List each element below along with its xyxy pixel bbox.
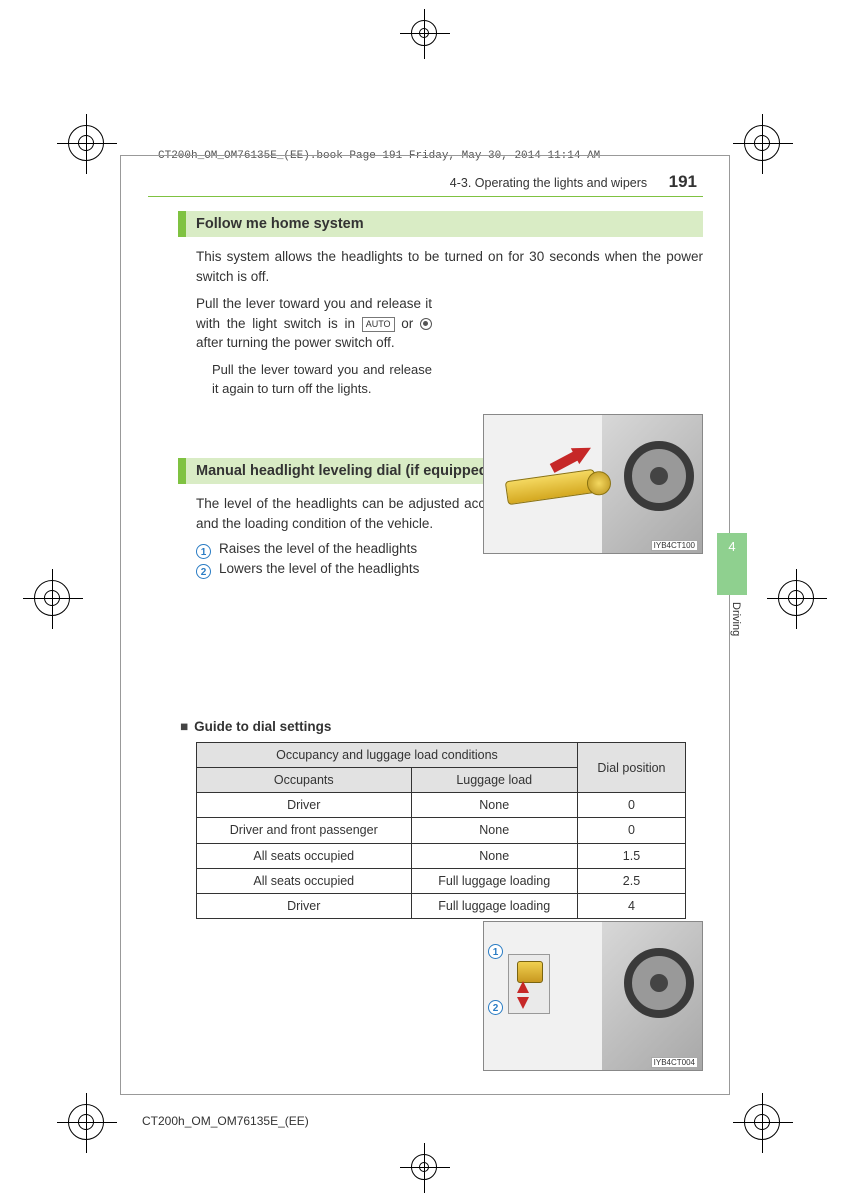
- crop-mark: [411, 1154, 437, 1180]
- table-row: Driver None 0: [197, 793, 686, 818]
- table-row: All seats occupied None 1.5: [197, 843, 686, 868]
- table-header: Occupants: [197, 768, 412, 793]
- callout-1-icon: 1: [196, 544, 211, 559]
- chapter-tab-label: Driving: [730, 602, 742, 636]
- crop-mark: [744, 1104, 780, 1140]
- crop-mark: [411, 20, 437, 46]
- table-header: Dial position: [577, 743, 685, 793]
- list-item: 1Raises the level of the headlights: [196, 541, 703, 559]
- breadcrumb: 4-3. Operating the lights and wipers 191: [148, 172, 703, 192]
- table-header: Occupancy and luggage load conditions: [197, 743, 578, 768]
- crop-mark: [34, 580, 70, 616]
- arrow-down-icon: [517, 997, 529, 1009]
- table-row: All seats occupied Full luggage loading …: [197, 868, 686, 893]
- list-item: 2Lowers the level of the headlights: [196, 561, 703, 579]
- steering-wheel-graphic: [624, 948, 694, 1018]
- crop-mark: [68, 1104, 104, 1140]
- sub-heading: ■Guide to dial settings: [180, 719, 703, 734]
- illustration-code: IYB4CT004: [651, 1057, 698, 1068]
- illustration-lever: IYB4CT100: [483, 414, 703, 554]
- page-number: 191: [669, 172, 697, 191]
- crop-mark: [744, 125, 780, 161]
- page-content: 4-3. Operating the lights and wipers 191…: [148, 190, 703, 919]
- crop-mark: [68, 125, 104, 161]
- illustration-dial: 1 2 IYB4CT004: [483, 921, 703, 1071]
- auto-icon: AUTO: [362, 317, 395, 332]
- chapter-tab: 4: [717, 533, 747, 595]
- section-path: 4-3. Operating the lights and wipers: [450, 176, 647, 190]
- dial-callout-graphic: [508, 954, 550, 1014]
- headlight-icon: [420, 318, 432, 330]
- arrow-up-icon: [517, 981, 529, 993]
- crop-mark: [778, 580, 814, 616]
- steering-wheel-graphic: [624, 441, 694, 511]
- body-text: Pull the lever toward you and release it…: [196, 294, 432, 353]
- lever-graphic: [505, 469, 597, 505]
- footer-code: CT200h_OM_OM76135E_(EE): [142, 1114, 309, 1128]
- table-header: Luggage load: [411, 768, 577, 793]
- callout-1-icon: 1: [488, 944, 503, 959]
- table-row: Driver and front passenger None 0: [197, 818, 686, 843]
- body-text: Pull the lever toward you and release it…: [212, 361, 432, 399]
- dial-settings-table: Occupancy and luggage load conditions Di…: [196, 742, 686, 918]
- callout-2-icon: 2: [488, 1000, 503, 1015]
- arrow-icon: [571, 440, 595, 464]
- top-rule: [148, 196, 703, 197]
- section-heading-follow-me-home: Follow me home system: [178, 211, 703, 237]
- callout-2-icon: 2: [196, 564, 211, 579]
- body-text: This system allows the headlights to be …: [196, 247, 703, 286]
- table-row: Driver Full luggage loading 4: [197, 893, 686, 918]
